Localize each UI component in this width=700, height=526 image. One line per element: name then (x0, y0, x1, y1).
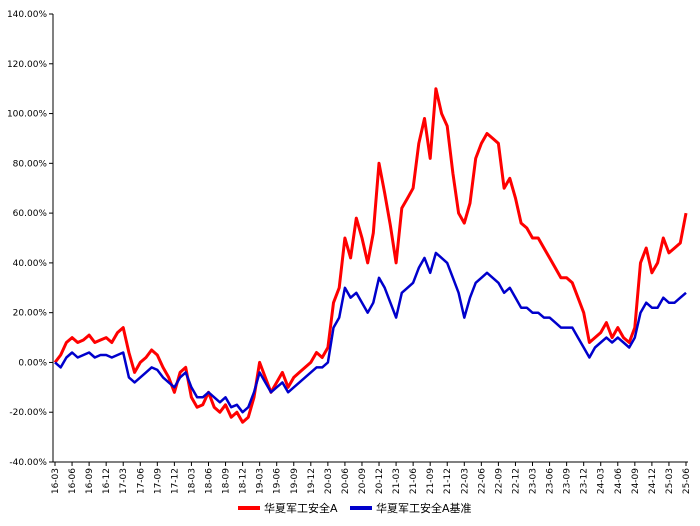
x-tick-label: 17-12 (170, 468, 180, 494)
y-tick-label: 60.00% (13, 209, 48, 219)
x-tick-label: 21-09 (426, 468, 436, 494)
x-tick-label: 17-09 (153, 468, 163, 494)
x-tick-label: 22-12 (511, 468, 521, 494)
x-tick-label: 21-06 (409, 468, 419, 494)
y-axis: 140.00% 120.00% 100.00% 80.00% 60.00% 40.00% 2… (7, 10, 54, 468)
x-tick-label: 24-12 (648, 468, 658, 494)
y-tick-label: -20.00% (9, 408, 47, 418)
x-tick-label: 25-06 (682, 468, 692, 494)
x-tick-label: 20-09 (358, 468, 368, 494)
y-tick-label: 0.00% (18, 358, 47, 368)
x-tick-label: 23-03 (529, 468, 539, 494)
x-tick-label: 23-12 (580, 468, 590, 494)
legend-label-blue: 华夏军工安全A基准 (376, 501, 472, 515)
x-tick-label: 20-06 (341, 468, 351, 494)
x-tick-label: 18-09 (222, 468, 232, 494)
legend: 华夏军工安全A 华夏军工安全A基准 (238, 501, 472, 515)
y-tick-label: 100.00% (7, 110, 47, 120)
x-tick-label: 22-06 (477, 468, 487, 494)
x-tick-label: 22-09 (494, 468, 504, 494)
y-tick-label: 20.00% (13, 309, 48, 319)
x-tick-label: 17-03 (119, 468, 129, 494)
x-tick-label: 19-06 (273, 468, 283, 494)
x-tick-label: 19-03 (256, 468, 266, 494)
x-tick-label: 18-03 (187, 468, 197, 494)
x-tick-label: 16-09 (85, 468, 95, 494)
x-tick-label: 24-09 (631, 468, 641, 494)
y-tick-label: 140.00% (7, 10, 47, 20)
x-tick-label: 18-12 (239, 468, 249, 494)
x-tick-label: 24-06 (614, 468, 624, 494)
x-tick-label: 23-06 (546, 468, 556, 494)
series-group (53, 87, 688, 424)
x-tick-label: 21-12 (443, 468, 453, 494)
x-tick-label: 16-03 (51, 468, 61, 494)
x-tick-label: 20-03 (324, 468, 334, 494)
x-tick-label: 16-12 (102, 468, 112, 494)
y-tick-label: 120.00% (7, 60, 47, 70)
x-tick-label: 16-06 (68, 468, 78, 494)
series-line-benchmark (54, 251, 687, 414)
series-line-fund (53, 87, 688, 424)
y-tick-label: 80.00% (13, 159, 48, 169)
x-tick-label: 22-03 (460, 468, 470, 494)
legend-label-red: 华夏军工安全A (264, 501, 338, 515)
x-tick-label: 23-09 (563, 468, 573, 494)
x-tick-label: 21-03 (392, 468, 402, 494)
x-tick-label: 19-12 (307, 468, 317, 494)
x-tick-label: 20-12 (375, 468, 385, 494)
x-tick-label: 25-03 (665, 468, 675, 494)
y-tick-label: 40.00% (13, 259, 48, 269)
x-tick-label: 18-06 (204, 468, 214, 494)
y-tick-label: -40.00% (9, 458, 47, 468)
x-tick-label: 24-03 (597, 468, 607, 494)
x-axis: 16-03 16-06 16-09 16-12 17-03 17-06 17-09 17-12… (51, 461, 692, 494)
x-tick-label: 17-06 (136, 468, 146, 494)
x-tick-label: 19-09 (290, 468, 300, 494)
